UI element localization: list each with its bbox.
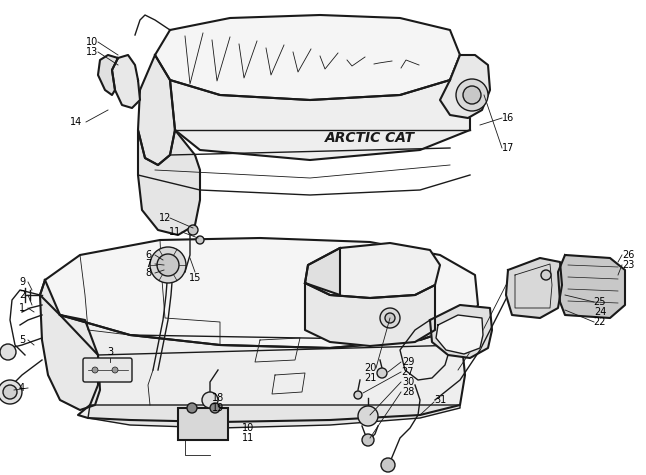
Polygon shape	[436, 315, 483, 354]
Polygon shape	[305, 283, 435, 346]
Polygon shape	[98, 55, 118, 95]
Text: 20: 20	[364, 363, 376, 373]
Polygon shape	[440, 55, 490, 118]
Circle shape	[210, 403, 220, 413]
Text: ARCTIC CAT: ARCTIC CAT	[325, 131, 415, 145]
FancyBboxPatch shape	[83, 358, 132, 382]
Text: 6: 6	[145, 250, 151, 260]
Text: 23: 23	[622, 260, 634, 270]
Polygon shape	[112, 55, 140, 108]
Text: 17: 17	[502, 143, 514, 153]
Text: 3: 3	[107, 347, 113, 357]
Text: 5: 5	[19, 335, 25, 345]
Circle shape	[202, 392, 218, 408]
Polygon shape	[430, 305, 492, 358]
Circle shape	[0, 380, 22, 404]
Circle shape	[150, 247, 186, 283]
Circle shape	[358, 406, 378, 426]
Polygon shape	[558, 255, 625, 318]
Circle shape	[385, 313, 395, 323]
Text: 18: 18	[212, 393, 224, 403]
Text: 14: 14	[70, 117, 82, 127]
Text: 30: 30	[402, 377, 414, 387]
Circle shape	[381, 458, 395, 472]
Text: 28: 28	[402, 387, 414, 397]
Text: 19: 19	[212, 403, 224, 413]
Circle shape	[196, 236, 204, 244]
Text: 8: 8	[145, 268, 151, 278]
Circle shape	[456, 79, 488, 111]
Text: 1: 1	[19, 303, 25, 313]
Circle shape	[362, 434, 374, 446]
Polygon shape	[155, 15, 460, 100]
Text: 2: 2	[19, 290, 25, 300]
Polygon shape	[60, 315, 465, 422]
Circle shape	[92, 367, 98, 373]
Circle shape	[463, 86, 481, 104]
Circle shape	[3, 385, 17, 399]
Text: 21: 21	[364, 373, 376, 383]
Text: 9: 9	[19, 277, 25, 287]
Text: 29: 29	[402, 357, 414, 367]
Polygon shape	[138, 130, 200, 235]
Circle shape	[354, 391, 362, 399]
Text: 16: 16	[502, 113, 514, 123]
Polygon shape	[305, 243, 440, 298]
Polygon shape	[170, 55, 470, 160]
Circle shape	[0, 344, 16, 360]
Text: 15: 15	[189, 273, 201, 283]
Polygon shape	[88, 405, 460, 428]
Text: 25: 25	[594, 297, 606, 307]
Text: 4: 4	[19, 383, 25, 393]
Text: 11: 11	[169, 227, 181, 237]
Circle shape	[377, 368, 387, 378]
Circle shape	[188, 225, 198, 235]
Text: 12: 12	[159, 213, 171, 223]
Text: 7: 7	[145, 259, 151, 269]
Text: 10: 10	[242, 423, 254, 433]
Text: 24: 24	[594, 307, 606, 317]
Circle shape	[187, 403, 197, 413]
Text: 10: 10	[86, 37, 98, 47]
Circle shape	[380, 308, 400, 328]
Text: 11: 11	[242, 433, 254, 443]
Text: 27: 27	[402, 367, 414, 377]
Text: 22: 22	[594, 317, 606, 327]
Text: 26: 26	[622, 250, 634, 260]
Polygon shape	[305, 248, 340, 295]
FancyBboxPatch shape	[178, 408, 228, 440]
Text: 13: 13	[86, 47, 98, 57]
Circle shape	[112, 367, 118, 373]
Polygon shape	[138, 55, 175, 165]
Circle shape	[157, 254, 179, 276]
Polygon shape	[40, 280, 100, 410]
Text: 31: 31	[434, 395, 446, 405]
Polygon shape	[506, 258, 562, 318]
Circle shape	[541, 270, 551, 280]
Polygon shape	[40, 238, 478, 348]
